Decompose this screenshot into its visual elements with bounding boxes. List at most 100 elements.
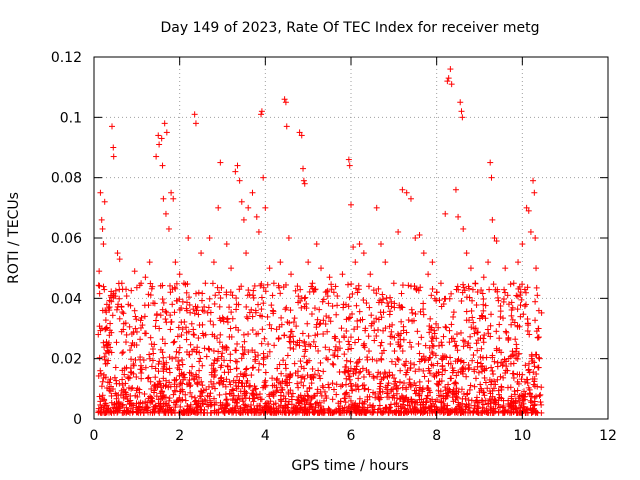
roti-point xyxy=(248,306,255,313)
roti-point xyxy=(95,372,102,379)
roti-point xyxy=(232,347,239,354)
roti-point xyxy=(152,374,159,381)
roti-point xyxy=(366,402,373,409)
roti-point xyxy=(408,398,415,405)
roti-point xyxy=(427,354,434,361)
roti-point xyxy=(477,354,484,361)
roti-point xyxy=(308,395,315,402)
roti-point xyxy=(262,204,269,211)
roti-point xyxy=(249,327,256,334)
roti-point xyxy=(228,309,235,316)
roti-point xyxy=(95,405,102,412)
roti-point xyxy=(391,401,398,408)
roti-point xyxy=(287,333,294,340)
roti-point xyxy=(525,384,532,391)
roti-point xyxy=(153,153,160,160)
roti-point xyxy=(346,341,353,348)
roti-point xyxy=(316,372,323,379)
roti-point xyxy=(355,336,362,343)
roti-point xyxy=(148,394,155,401)
roti-point xyxy=(185,380,192,387)
roti-point xyxy=(488,174,495,181)
roti-point xyxy=(146,351,153,358)
roti-point xyxy=(132,325,139,332)
roti-point xyxy=(459,400,466,407)
roti-point xyxy=(301,295,308,302)
roti-point xyxy=(224,362,231,369)
roti-point xyxy=(375,316,382,323)
roti-point xyxy=(477,360,484,367)
roti-point xyxy=(480,339,487,346)
roti-point xyxy=(440,354,447,361)
roti-point xyxy=(181,318,188,325)
roti-point xyxy=(484,326,491,333)
roti-point xyxy=(209,384,216,391)
roti-point xyxy=(371,337,378,344)
roti-point xyxy=(163,366,170,373)
roti-point xyxy=(323,355,330,362)
roti-point xyxy=(325,384,332,391)
roti-point xyxy=(525,366,532,373)
roti-point xyxy=(233,365,240,372)
roti-point xyxy=(151,341,158,348)
roti-point xyxy=(334,293,341,300)
roti-point xyxy=(392,361,399,368)
roti-point xyxy=(243,250,250,257)
roti-point xyxy=(227,351,234,358)
roti-point xyxy=(376,388,383,395)
roti-point xyxy=(216,303,223,310)
roti-point xyxy=(341,351,348,358)
roti-point xyxy=(478,287,485,294)
roti-point xyxy=(451,380,458,387)
roti-point xyxy=(377,241,384,248)
roti-point xyxy=(123,408,130,415)
roti-point xyxy=(497,313,504,320)
roti-point xyxy=(203,401,210,408)
roti-point xyxy=(353,302,360,309)
roti-point xyxy=(416,350,423,357)
roti-point xyxy=(285,390,292,397)
roti-point xyxy=(142,364,149,371)
roti-point xyxy=(142,274,149,281)
roti-point xyxy=(460,281,467,288)
roti-point xyxy=(258,111,265,118)
roti-point xyxy=(178,305,185,312)
roti-point xyxy=(239,383,246,390)
roti-point xyxy=(475,409,482,416)
roti-point xyxy=(257,409,264,416)
roti-point xyxy=(170,339,177,346)
roti-point xyxy=(400,323,407,330)
roti-point xyxy=(134,393,141,400)
roti-point xyxy=(347,358,354,365)
roti-point xyxy=(199,290,206,297)
roti-point xyxy=(200,387,207,394)
roti-point xyxy=(113,377,120,384)
roti-point xyxy=(156,409,163,416)
roti-point xyxy=(167,312,174,319)
roti-point xyxy=(226,390,233,397)
roti-point xyxy=(480,295,487,302)
roti-point xyxy=(309,373,316,380)
roti-point xyxy=(458,386,465,393)
roti-point xyxy=(232,168,239,175)
roti-point xyxy=(236,177,243,184)
roti-point xyxy=(521,393,528,400)
roti-point xyxy=(260,174,267,181)
roti-point xyxy=(96,323,103,330)
roti-point xyxy=(535,354,542,361)
roti-point xyxy=(228,407,235,414)
roti-point xyxy=(463,373,470,380)
roti-point xyxy=(144,375,151,382)
roti-point xyxy=(297,358,304,365)
roti-point xyxy=(145,374,152,381)
roti-point xyxy=(190,326,197,333)
roti-point xyxy=(524,284,531,291)
roti-point xyxy=(235,392,242,399)
roti-point xyxy=(439,342,446,349)
roti-point xyxy=(174,333,181,340)
roti-point xyxy=(428,338,435,345)
roti-point xyxy=(108,123,115,130)
roti-point xyxy=(194,379,201,386)
roti-point xyxy=(219,343,226,350)
roti-point xyxy=(137,354,144,361)
